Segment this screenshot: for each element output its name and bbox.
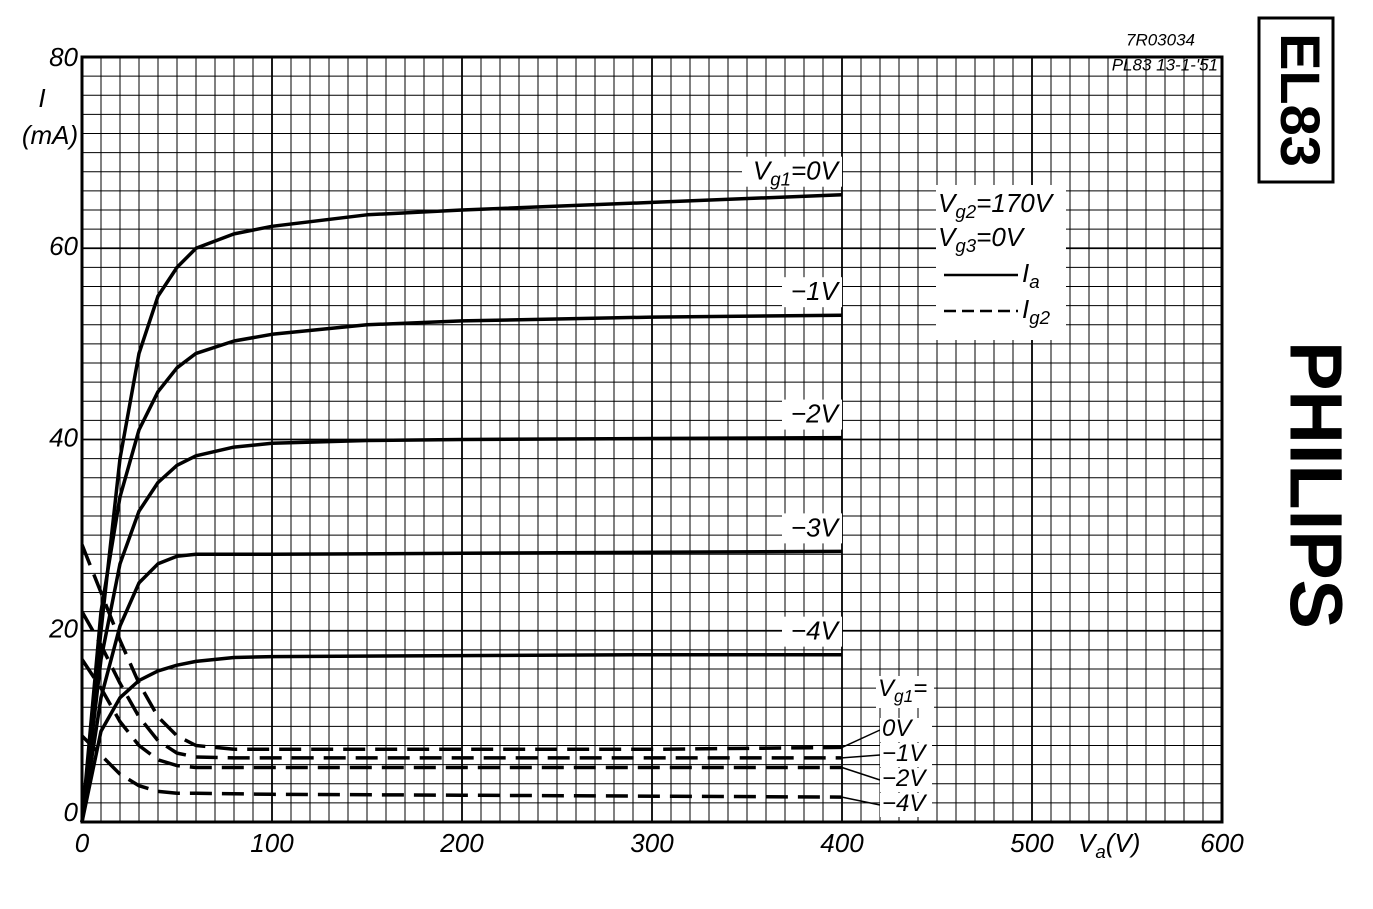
anode-current-curve [80,313,843,823]
label-bg [782,399,842,430]
y-axis-label: I [38,83,45,113]
x-tick-label: 100 [250,828,294,858]
curve-label: −2V [791,398,841,428]
text-part: =0V [976,222,1026,252]
y-tick-label: 40 [49,422,78,452]
drawing-code: 7R03034 [1126,30,1195,49]
subscript: a [1095,841,1105,862]
label-bg [880,793,932,817]
text-part: −4V [882,790,927,817]
text-part: −1V [791,276,841,306]
screen-grid-current-curve [80,734,843,799]
text-part: V [878,675,896,702]
text-part: (V) [1106,828,1141,858]
curve-label: 0V [882,715,913,742]
condition: Vg2=170V [938,188,1055,222]
legend-label: Ig2 [1022,294,1051,328]
plot-frame [80,55,1224,824]
subscript: a [1029,271,1039,292]
condition: Vg3=0V [938,222,1026,256]
y-tick-label: 80 [49,42,78,72]
curve-label: Vg1=0V [753,156,841,190]
dashed-title-bg [876,676,934,708]
text-part: 0V [882,715,913,742]
subscript: g2 [1029,307,1050,328]
curve-label: −4V [882,790,927,817]
x-axis-label: Va(V) [1078,828,1140,862]
y-tick-label: 0 [64,797,79,827]
label-bg [782,616,842,647]
text-part: −2V [882,765,927,792]
leader-line [841,796,881,806]
y-tick-label: 20 [48,614,78,644]
leader-line [841,766,881,781]
text-part: V [1078,828,1098,858]
anode-current-curve [80,549,843,823]
curve-label: −2V [882,765,927,792]
text-part: I [1022,258,1029,288]
anode-current-curve [80,192,843,823]
text-part: V [753,156,773,186]
text-part: =0V [791,156,841,186]
dashed-curves-title: Vg1= [878,675,927,705]
legend-label: Ia [1022,258,1040,292]
curve-label: −1V [791,276,841,306]
leader-line [841,754,881,759]
x-label-bg [1072,826,1142,862]
label-bg [880,743,932,767]
label-bg [742,156,842,187]
x-tick-label: 500 [1010,828,1054,858]
text-part: −2V [791,398,841,428]
text-part: −1V [882,740,927,767]
x-tick-label: 400 [820,828,864,858]
brand: PHILIPS [1274,341,1357,629]
tube-box [1257,16,1335,184]
subscript: g1 [770,168,791,189]
x-tick-label: 300 [630,828,674,858]
subscript: g3 [955,235,976,256]
label-bg [880,718,932,742]
tube-type: EL83 [1269,33,1332,167]
subscript: g2 [955,201,976,222]
leader-line [841,729,881,749]
y-axis-unit: (mA) [22,120,78,150]
curve-label: −1V [882,740,927,767]
screen-grid-current-curve [80,658,842,770]
text-part: V [938,222,958,252]
text-part: V [938,188,958,218]
text-part: =170V [976,188,1055,218]
text-part: I [1022,294,1029,324]
label-bg [782,277,842,308]
curve-label: −3V [791,512,841,542]
legend-bg [936,185,1066,340]
text-part: = [913,675,927,702]
curve-label: −4V [791,616,841,646]
x-tick-label: 200 [439,828,484,858]
screen-grid-current-curve [80,610,842,760]
y-label-bg [20,85,78,157]
label-bg [880,768,932,792]
text-part: −3V [791,512,841,542]
subscript: g1 [894,686,913,706]
anode-current-curve [80,652,842,823]
label-bg [782,513,842,544]
anode-current-curve [80,435,843,823]
x-tick-label: 0 [75,828,90,858]
screen-grid-current-curve [80,544,843,752]
x-tick-label: 600 [1200,828,1244,858]
y-tick-label: 60 [49,231,78,261]
text-part: −4V [791,616,841,646]
